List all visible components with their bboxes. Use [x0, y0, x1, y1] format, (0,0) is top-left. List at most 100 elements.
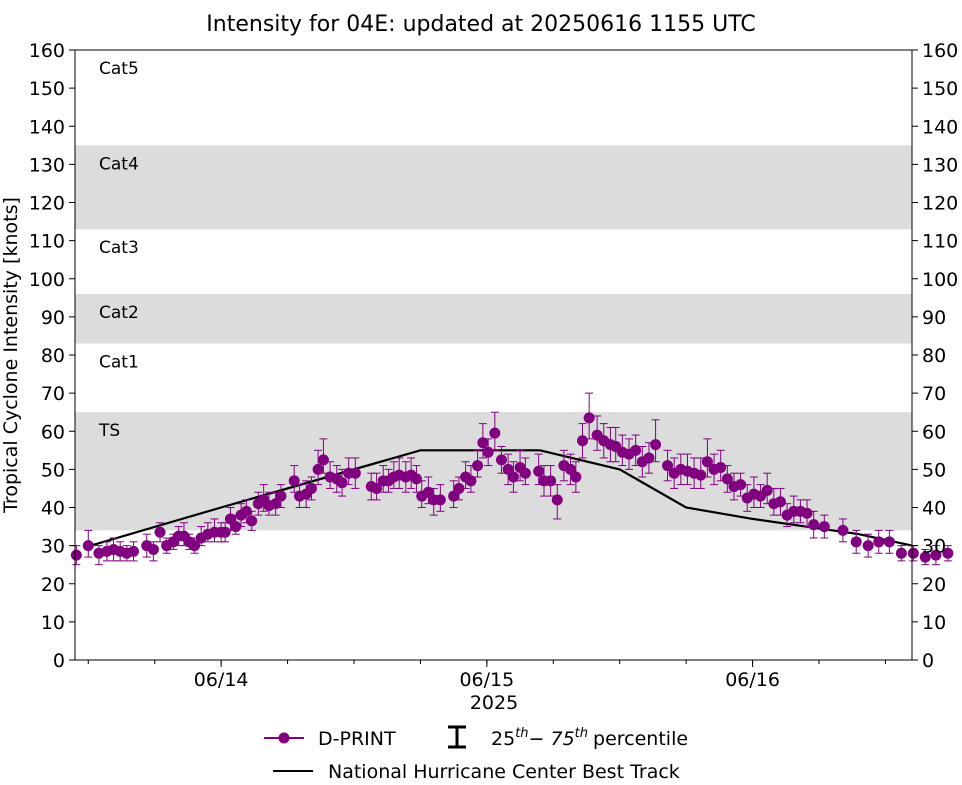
legend-dprint-marker: [278, 732, 290, 744]
dprint-point-group: [715, 449, 727, 482]
dprint-point: [721, 473, 733, 485]
y-axis-right: 0 10 20 30 40 50 60 70 80 90 100 110 120 130 140 150 160: [912, 40, 958, 672]
dprint-point-group: [246, 510, 258, 531]
dprint-series: [70, 392, 954, 566]
dprint-point: [270, 498, 282, 510]
y-tick-label-left: 40: [41, 498, 65, 520]
dprint-point: [371, 482, 383, 494]
y-tick-label-right: 60: [922, 421, 946, 443]
dprint-point-group: [472, 449, 484, 478]
dprint-point-group: [801, 499, 813, 528]
band-label-ts: TS: [98, 421, 120, 441]
dprint-point: [850, 536, 862, 548]
dprint-point: [662, 460, 674, 472]
dprint-point: [701, 456, 713, 468]
y-tick-label-right: 140: [922, 116, 958, 138]
dprint-point: [873, 536, 885, 548]
y-tick-label-right: 130: [922, 154, 958, 176]
dprint-point-group: [482, 438, 494, 467]
y-tick-label-right: 30: [922, 536, 946, 558]
band-label-cat5: Cat5: [99, 59, 139, 79]
y-tick-label-right: 100: [922, 269, 958, 291]
dprint-point-group: [275, 484, 287, 508]
dprint-point-group: [230, 514, 242, 535]
dprint-point-group: [919, 548, 931, 566]
dprint-point-group: [650, 419, 662, 463]
dprint-point-group: [219, 522, 231, 543]
dprint-point: [533, 465, 545, 477]
y-tick-label-right: 70: [922, 383, 946, 405]
dprint-point: [305, 482, 317, 494]
legend: D-PRINT 25th− 75th percentile National Hu…: [264, 725, 688, 783]
dprint-point-group: [448, 480, 460, 508]
dprint-point: [907, 547, 919, 559]
dprint-point-group: [317, 438, 329, 474]
y-axis-label: Tropical Cyclone Intensity [knots]: [0, 197, 22, 514]
dprint-point-group: [489, 411, 501, 451]
dprint-point: [650, 439, 662, 451]
dprint-point: [715, 461, 727, 473]
plot-frame: [74, 49, 913, 661]
dprint-point: [643, 452, 655, 464]
legend-dprint: D-PRINT: [264, 728, 396, 750]
dprint-point-group: [873, 529, 885, 554]
dprint-point-group: [942, 545, 954, 562]
band-label-cat1: Cat1: [99, 353, 139, 373]
dprint-point: [495, 454, 507, 466]
x-tick-label: 06/16: [725, 669, 780, 691]
dprint-point: [246, 515, 258, 527]
x-tick-label: 06/14: [194, 669, 249, 691]
dprint-point: [448, 490, 460, 502]
dprint-point-group: [735, 472, 747, 497]
dprint-point-group: [862, 533, 874, 558]
dprint-point: [570, 471, 582, 483]
dprint-point: [545, 475, 557, 487]
dprint-point: [565, 463, 577, 475]
dprint-point: [465, 475, 477, 487]
dprint-point-group: [761, 472, 773, 505]
x-tick-label: 06/15: [459, 669, 514, 691]
dprint-point-group: [583, 392, 595, 440]
y-tick-label-right: 110: [922, 231, 958, 253]
dprint-point-group: [507, 461, 519, 493]
band-cat2: [75, 294, 912, 344]
dprint-point: [774, 496, 786, 508]
dprint-point-group: [82, 529, 94, 558]
dprint-point-group: [349, 457, 361, 489]
dprint-point: [422, 486, 434, 498]
dprint-point: [630, 444, 642, 456]
legend-dprint-label: D-PRINT: [318, 728, 396, 750]
dprint-point-group: [545, 465, 557, 497]
dprint-point: [275, 490, 287, 502]
y-tick-label-left: 70: [41, 383, 65, 405]
dprint-point: [818, 521, 830, 533]
dprint-point: [189, 540, 201, 552]
dprint-point-group: [695, 457, 707, 489]
y-tick-label-left: 140: [29, 116, 65, 138]
dprint-point: [808, 519, 820, 531]
y-tick-label-left: 130: [29, 154, 65, 176]
dprint-point: [453, 482, 465, 494]
dprint-point: [82, 540, 94, 552]
dprint-point-group: [721, 465, 733, 493]
dprint-point-group: [147, 541, 159, 562]
dprint-point: [482, 446, 494, 458]
dprint-point-group: [907, 545, 919, 562]
x-axis-label: 2025: [470, 692, 518, 714]
legend-best-track-label: National Hurricane Center Best Track: [328, 761, 680, 783]
dprint-point: [317, 454, 329, 466]
y-tick-label-right: 150: [922, 78, 958, 100]
dprint-point-group: [465, 465, 477, 493]
dprint-point: [434, 494, 446, 506]
dprint-point-group: [883, 529, 895, 554]
y-tick-label-left: 30: [41, 536, 65, 558]
dprint-point-group: [930, 545, 942, 566]
y-tick-label-left: 20: [41, 574, 65, 596]
y-axis-left: 0 10 20 30 40 50 60 70 80 90 100 110 120 130 140 150 160: [29, 40, 75, 672]
y-tick-label-left: 90: [41, 307, 65, 329]
band-label-cat2: Cat2: [99, 303, 139, 323]
dprint-point: [862, 540, 874, 552]
dprint-point: [230, 521, 242, 533]
legend-percentile-label: 25th− 75th percentile: [491, 726, 688, 750]
